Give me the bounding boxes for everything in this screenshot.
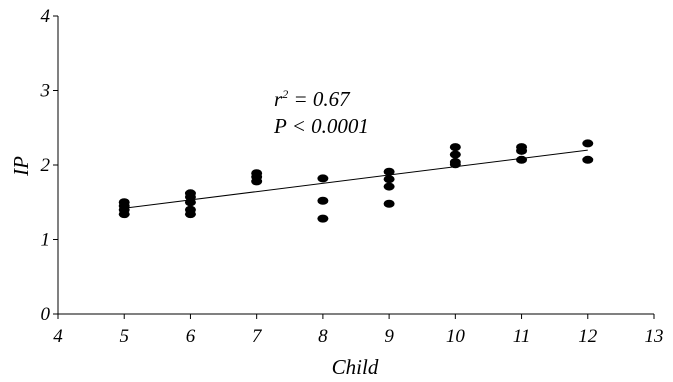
- x-axis-title: Child: [332, 355, 379, 379]
- data-point: [251, 177, 263, 186]
- data-point: [317, 174, 329, 183]
- data-point: [383, 167, 395, 176]
- data-point: [383, 199, 395, 208]
- y-tick-label: 4: [41, 6, 51, 27]
- y-tick-label: 3: [40, 81, 51, 102]
- y-tick-label: 2: [41, 155, 51, 176]
- data-point: [383, 182, 395, 191]
- r2-prefix: r: [274, 87, 283, 111]
- data-point: [516, 155, 528, 164]
- x-tick-label: 7: [252, 326, 263, 347]
- data-point: [184, 198, 196, 207]
- regression-line-group: [124, 149, 588, 209]
- data-points: [118, 139, 594, 223]
- y-ticks: 0 1 2 3 4: [40, 6, 58, 325]
- x-tick-label: 5: [119, 326, 129, 347]
- x-tick-label: 6: [186, 326, 196, 347]
- x-tick-label: 9: [384, 326, 394, 347]
- data-point: [317, 196, 329, 205]
- x-ticks: 4 5 6 7 8 9 10 11 12 13: [53, 314, 664, 347]
- y-tick-label: 1: [41, 230, 51, 251]
- p-value-annotation: P < 0.0001: [273, 114, 369, 138]
- r2-suffix: = 0.67: [288, 87, 351, 111]
- x-tick-label: 12: [578, 326, 598, 347]
- x-tick-label: 4: [53, 326, 63, 347]
- data-point: [184, 210, 196, 219]
- r2-superscript: 2: [282, 87, 288, 101]
- data-point: [449, 143, 461, 152]
- x-tick-label: 13: [645, 326, 664, 347]
- data-point: [449, 150, 461, 159]
- y-tick-label: 0: [41, 304, 51, 325]
- r-squared-annotation: r2 = 0.67: [274, 87, 351, 111]
- x-tick-label: 11: [513, 326, 531, 347]
- y-axis-title: IP: [9, 156, 33, 177]
- data-point: [582, 139, 594, 148]
- data-point: [118, 210, 130, 219]
- data-point: [582, 155, 594, 164]
- x-tick-label: 8: [318, 326, 328, 347]
- data-point: [516, 146, 528, 155]
- data-point: [449, 160, 461, 169]
- x-tick-label: 10: [446, 326, 466, 347]
- regression-line: [124, 149, 588, 209]
- data-point: [383, 175, 395, 184]
- data-point: [317, 214, 329, 223]
